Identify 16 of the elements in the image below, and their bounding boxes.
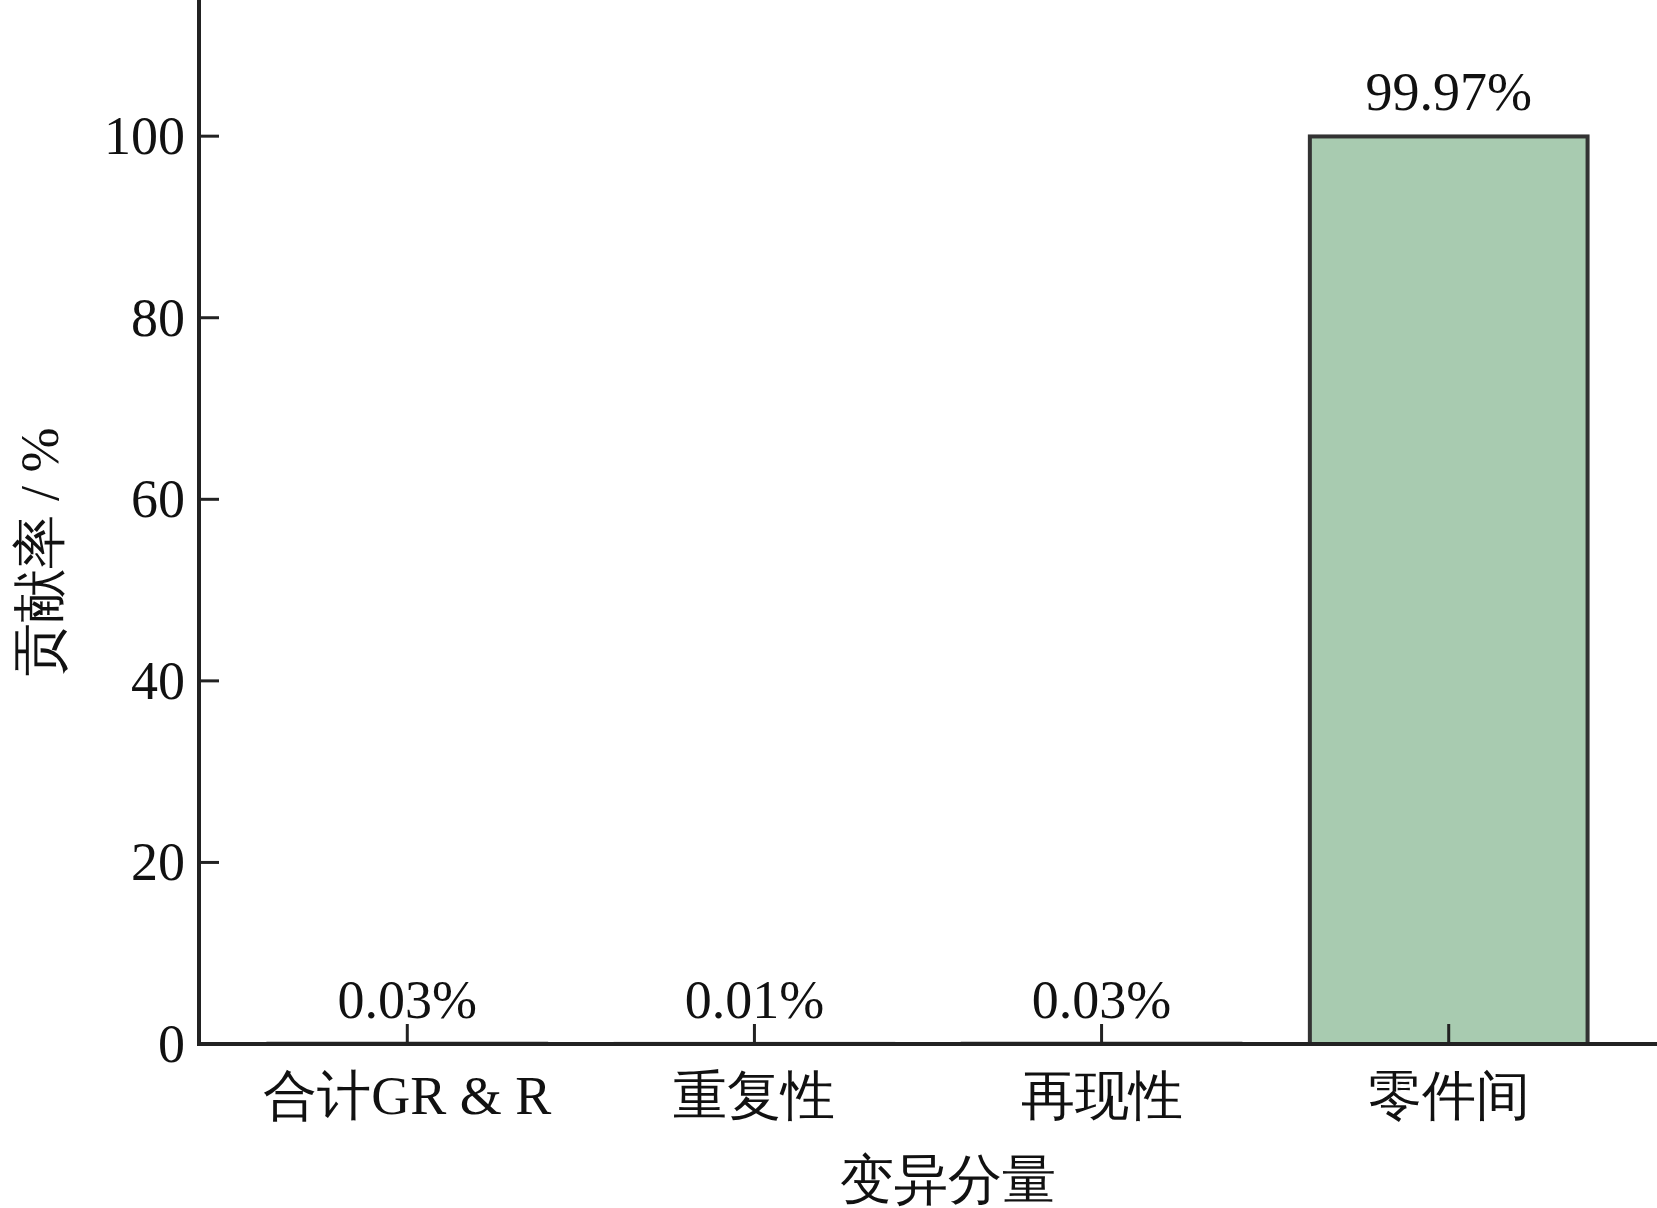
x-axis-title: 变异分量 (840, 1150, 1056, 1208)
y-tick-label: 100 (104, 106, 185, 167)
y-tick-label: 40 (131, 650, 185, 711)
data-label: 0.03% (337, 969, 478, 1030)
y-tick-label: 0 (158, 1014, 185, 1074)
y-tick-label: 20 (131, 832, 185, 893)
y-tick-label: 80 (131, 287, 185, 348)
data-label: 0.01% (684, 969, 825, 1030)
x-tick-label: 合计GR & R (263, 1066, 552, 1126)
y-axis-title: 贡献率 / % (10, 427, 70, 677)
data-label: 99.97% (1365, 62, 1532, 123)
x-tick-label: 零件间 (1367, 1066, 1530, 1126)
x-tick-label: 再现性 (1020, 1066, 1183, 1126)
data-label: 0.03% (1031, 969, 1172, 1030)
x-tick-label: 重复性 (673, 1066, 836, 1126)
y-tick-label: 60 (131, 469, 185, 530)
